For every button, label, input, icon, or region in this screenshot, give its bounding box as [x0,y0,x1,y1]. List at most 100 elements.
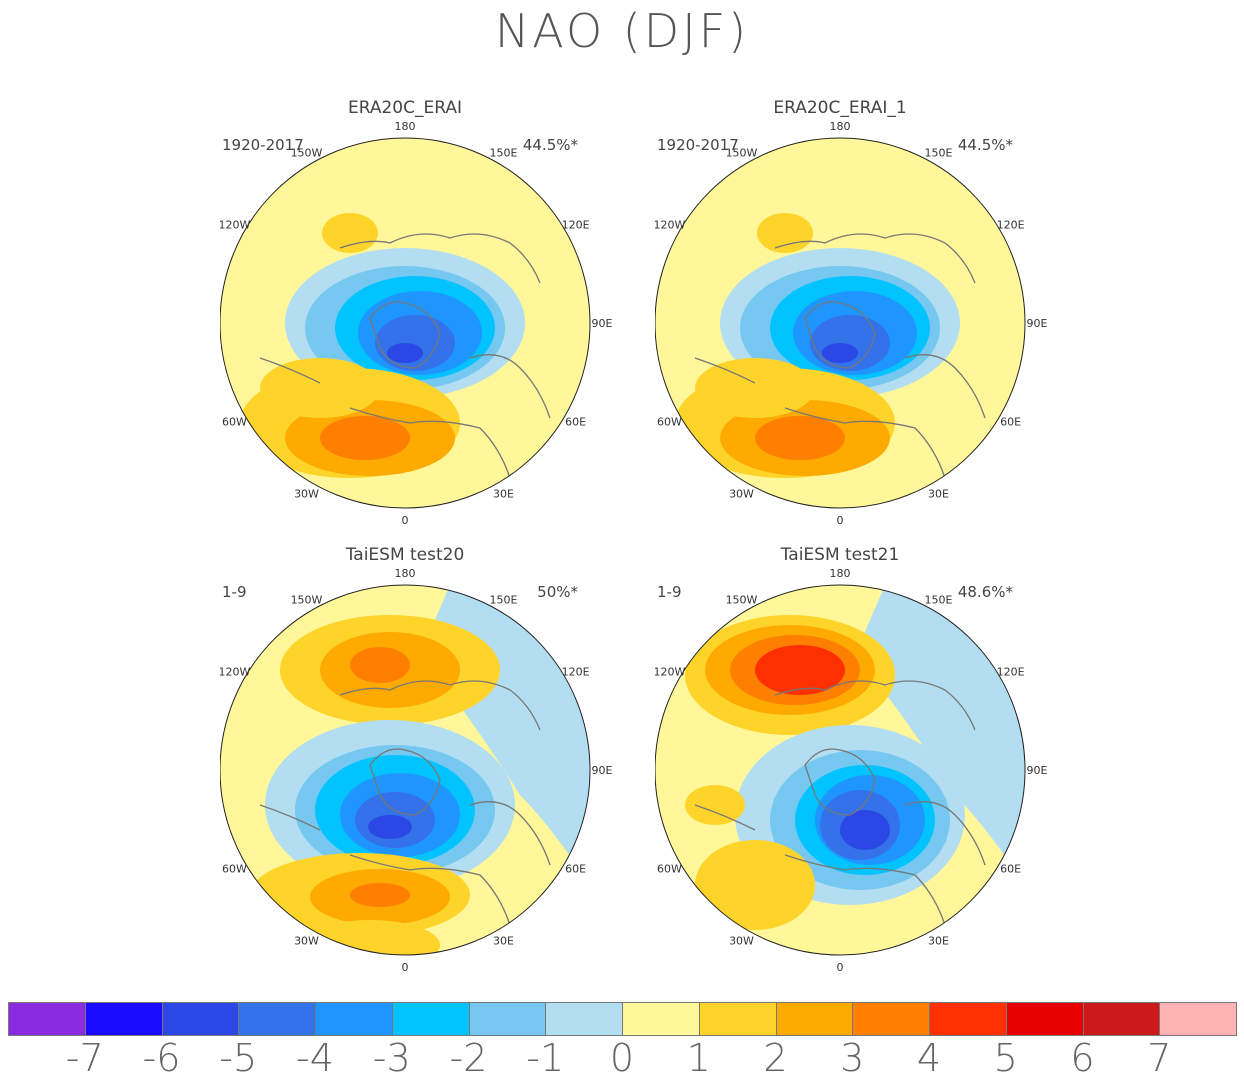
longitude-label: 0 [402,514,409,527]
longitude-label: 120E [562,666,590,679]
longitude-label: 60E [565,416,586,429]
panel-period: 1-9 [222,583,247,601]
panel-explained-variance: 44.5%* [522,136,578,154]
longitude-label: 150W [291,593,323,606]
longitude-label: 120E [997,666,1025,679]
longitude-label: 90W [220,317,221,330]
longitude-label: 180 [830,120,851,133]
colorbar-tick-label: 3 [840,1036,865,1080]
colorbar-swatch [698,1002,777,1036]
panel-title: TaiESM test21 [780,545,900,565]
longitude-label: 180 [395,567,416,580]
panel-title: ERA20C_ERAI_1 [773,98,907,118]
colorbar-tick-label: -5 [219,1036,258,1080]
map-panel-taiesm-test21: TaiESM test21 1-9 48.6%* 180 150E 120E 90E 6… [655,545,1095,990]
longitude-label: 90W [220,764,221,777]
longitude-label: 120W [655,666,685,679]
colorbar-tick-label: 1 [686,1036,711,1080]
panel-explained-variance: 50%* [537,583,578,601]
colorbar-tick-label: -4 [296,1036,334,1080]
panel-title: ERA20C_ERAI [347,98,462,118]
longitude-label: 180 [395,120,416,133]
colorbar-swatch [1005,1002,1084,1036]
colorbar-tick-label: 0 [609,1036,635,1080]
longitude-label: 30E [928,488,949,501]
longitude-label: 0 [837,961,844,974]
longitude-label: 120E [997,219,1025,232]
colorbar-tick-label: -2 [449,1036,488,1080]
longitude-label: 150W [726,593,758,606]
polar-map: 180 150E 120E 90E 60E 30E 0 30W 60W 90W 120W 150W [220,120,613,527]
longitude-label: 150W [726,146,758,159]
longitude-label: 120W [220,666,250,679]
colorbar-tick-label: -1 [526,1036,565,1080]
map-panel-taiesm-test20: TaiESM test20 1-9 50%* 180 150E 120E 90E 60E… [220,545,660,990]
colorbar-swatch [622,1002,700,1036]
colorbar-swatch [1159,1002,1237,1036]
panel-period: 1920-2017 [222,136,304,154]
colorbar-tick-label: -3 [372,1036,411,1080]
longitude-label: 120W [220,219,250,232]
longitude-label: 90E [1027,764,1048,777]
colorbar-swatch [161,1002,240,1036]
colorbar-tick-label: -6 [142,1036,181,1080]
longitude-label: 90E [592,317,613,330]
longitude-label: 60W [222,416,247,429]
colorbar-swatch [545,1002,623,1036]
longitude-label: 0 [837,514,844,527]
polar-map: 180 150E 120E 90E 60E 30E 0 30W 60W 90W 120W 150W [655,567,1048,974]
colorbar-swatch [8,1002,86,1036]
longitude-label: 60E [565,863,586,876]
longitude-label: 30W [729,488,754,501]
longitude-label: 30W [294,488,319,501]
longitude-label: 90E [592,764,613,777]
colorbar-tick-label: 2 [763,1036,788,1080]
panel-explained-variance: 48.6%* [957,583,1013,601]
longitude-label: 60W [657,863,682,876]
colorbar-tick-label: 5 [993,1036,1018,1080]
colorbar-swatch [1082,1002,1161,1036]
longitude-label: 150E [490,593,518,606]
colorbar-swatch [929,1002,1007,1036]
colorbar-swatch [391,1002,470,1036]
colorbar-ticks: -7 -6 -5 -4 -3 -2 -1 0 1 2 3 4 5 6 7 [0,1036,1244,1082]
polar-map: 180 150E 120E 90E 60E 30E 0 30W 60W 90W 120W 150W [655,120,1048,527]
colorbar-tick-label: 4 [916,1036,942,1080]
longitude-label: 90W [655,764,656,777]
longitude-label: 30E [493,935,514,948]
longitude-label: 60E [1000,416,1021,429]
colorbar-swatch [315,1002,393,1036]
map-panel-era20c-erai-1: ERA20C_ERAI_1 1920-2017 44.5%* 180 150E 12… [655,98,1095,543]
figure-title: NAO (DJF) [494,4,750,58]
colorbar [8,1002,1237,1036]
longitude-label: 30W [294,935,319,948]
panel-title: TaiESM test20 [345,545,465,565]
longitude-label: 120E [562,219,590,232]
colorbar-tick-label: 7 [1147,1036,1172,1080]
longitude-label: 150E [925,146,953,159]
longitude-label: 0 [402,961,409,974]
longitude-label: 90W [655,317,656,330]
panel-period: 1-9 [657,583,682,601]
longitude-label: 60W [222,863,247,876]
longitude-label: 30E [493,488,514,501]
longitude-label: 120W [655,219,685,232]
map-panel-era20c-erai: ERA20C_ERAI 1920-2017 44.5%* 180 150E 120E… [220,98,660,543]
longitude-label: 60W [657,416,682,429]
longitude-label: 30E [928,935,949,948]
panel-period: 1920-2017 [657,136,739,154]
longitude-label: 90E [1027,317,1048,330]
longitude-label: 30W [729,935,754,948]
longitude-label: 180 [830,567,851,580]
colorbar-swatch [238,1002,316,1036]
colorbar-swatch [468,1002,547,1036]
longitude-label: 150E [490,146,518,159]
colorbar-tick-label: -7 [65,1036,104,1080]
longitude-label: 150E [925,593,953,606]
colorbar-swatch [775,1002,854,1036]
colorbar-swatch [84,1002,163,1036]
panel-explained-variance: 44.5%* [957,136,1013,154]
longitude-label: 60E [1000,863,1021,876]
longitude-label: 150W [291,146,323,159]
colorbar-swatch [852,1002,930,1036]
